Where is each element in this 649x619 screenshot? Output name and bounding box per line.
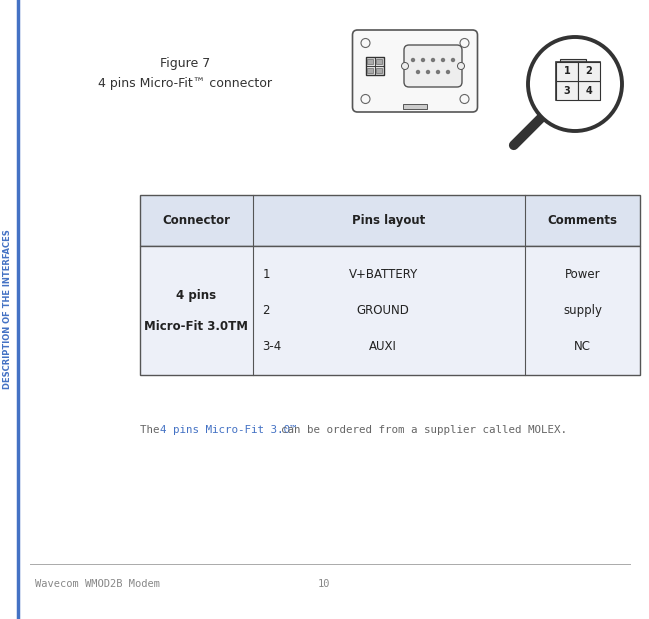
Circle shape xyxy=(435,70,440,74)
Text: Figure 7: Figure 7 xyxy=(160,58,210,71)
Bar xyxy=(367,68,373,73)
Text: 4 pins Micro-Fit 3.0™: 4 pins Micro-Fit 3.0™ xyxy=(160,425,297,435)
Circle shape xyxy=(458,63,465,69)
Text: V+BATTERY: V+BATTERY xyxy=(349,268,418,281)
Circle shape xyxy=(446,70,450,74)
Text: AUXI: AUXI xyxy=(369,340,397,353)
Text: supply: supply xyxy=(563,304,602,317)
Bar xyxy=(376,68,382,73)
Bar xyxy=(365,57,374,66)
FancyBboxPatch shape xyxy=(352,30,478,112)
Bar xyxy=(374,57,384,66)
Circle shape xyxy=(528,37,622,131)
Text: 4: 4 xyxy=(585,85,593,95)
Bar xyxy=(578,81,600,100)
Bar xyxy=(556,81,578,100)
Text: Power: Power xyxy=(565,268,600,281)
Bar xyxy=(376,59,382,64)
Text: 4 pins: 4 pins xyxy=(176,288,216,301)
Text: Pins layout: Pins layout xyxy=(352,214,425,227)
Circle shape xyxy=(451,58,455,62)
Bar xyxy=(365,66,374,75)
Text: 4 pins Micro-Fit™ connector: 4 pins Micro-Fit™ connector xyxy=(98,77,272,90)
Bar xyxy=(556,62,600,100)
Bar xyxy=(367,59,373,64)
Circle shape xyxy=(421,58,425,62)
Bar xyxy=(140,246,640,375)
Circle shape xyxy=(361,95,370,103)
Bar xyxy=(140,195,640,246)
Text: Comments: Comments xyxy=(548,214,617,227)
Text: Micro-Fit 3.0TM: Micro-Fit 3.0TM xyxy=(144,319,249,332)
Text: can be ordered from a supplier called MOLEX.: can be ordered from a supplier called MO… xyxy=(267,425,567,435)
Circle shape xyxy=(426,70,430,74)
Circle shape xyxy=(431,58,435,62)
Text: Connector: Connector xyxy=(162,214,230,227)
Bar xyxy=(560,59,586,66)
Bar xyxy=(556,62,578,81)
Bar xyxy=(374,66,384,75)
Text: 2: 2 xyxy=(585,66,593,77)
Text: NC: NC xyxy=(574,340,591,353)
Circle shape xyxy=(460,95,469,103)
Bar xyxy=(403,104,427,109)
Circle shape xyxy=(361,38,370,48)
Circle shape xyxy=(441,58,445,62)
Bar xyxy=(365,57,384,75)
Text: GROUND: GROUND xyxy=(357,304,410,317)
Bar xyxy=(578,62,600,81)
Text: DESCRIPTION OF THE INTERFACES: DESCRIPTION OF THE INTERFACES xyxy=(3,229,12,389)
Text: Wavecom WMOD2B Modem: Wavecom WMOD2B Modem xyxy=(35,579,160,589)
Text: 3-4: 3-4 xyxy=(262,340,282,353)
Text: 2: 2 xyxy=(262,304,270,317)
Circle shape xyxy=(411,58,415,62)
Circle shape xyxy=(416,70,420,74)
Text: 10: 10 xyxy=(318,579,330,589)
Text: 3: 3 xyxy=(563,85,570,95)
Text: 1: 1 xyxy=(563,66,570,77)
FancyBboxPatch shape xyxy=(404,45,462,87)
Circle shape xyxy=(402,63,408,69)
Text: 1: 1 xyxy=(262,268,270,281)
Text: The: The xyxy=(140,425,166,435)
Circle shape xyxy=(460,38,469,48)
